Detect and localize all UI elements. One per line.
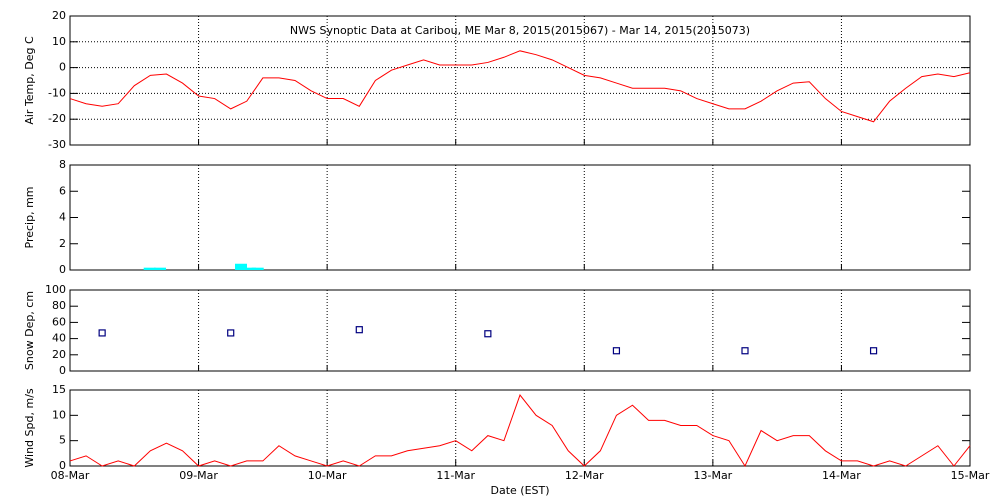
y-axis-label: Snow Dep, cm	[23, 291, 36, 370]
y-tick-label: 15	[52, 383, 66, 396]
data-line	[69, 394, 971, 468]
y-tick-label: 100	[45, 283, 66, 296]
data-point	[355, 326, 363, 334]
precip-bar	[235, 263, 247, 270]
y-tick-label: 20	[52, 348, 66, 361]
data-point	[484, 330, 492, 338]
y-tick-label: 10	[52, 408, 66, 421]
y-axis-label: Wind Spd, m/s	[23, 388, 36, 468]
x-tick-label: 09-Mar	[179, 469, 218, 482]
y-tick-label: -30	[48, 138, 66, 151]
x-tick-label: 14-Mar	[822, 469, 861, 482]
x-tick-label: 08-Mar	[51, 469, 90, 482]
x-tick-label: 12-Mar	[565, 469, 604, 482]
y-tick-label: 2	[59, 237, 66, 250]
y-tick-label: 0	[59, 61, 66, 74]
y-axis-label: Air Temp, Deg C	[23, 36, 36, 125]
y-tick-label: 5	[59, 434, 66, 447]
precip-bar	[143, 267, 156, 270]
plot-frame	[69, 164, 971, 271]
x-tick-label: 10-Mar	[308, 469, 347, 482]
data-point	[612, 347, 621, 355]
precip-bar	[251, 267, 264, 270]
data-line	[69, 50, 971, 123]
y-tick-label: -10	[48, 86, 66, 99]
y-tick-label: 4	[59, 211, 66, 224]
y-tick-label: -20	[48, 112, 66, 125]
y-tick-label: 8	[59, 158, 66, 171]
plot-frame	[69, 389, 971, 467]
x-tick-label: 15-Mar	[951, 469, 990, 482]
y-tick-label: 0	[59, 364, 66, 377]
y-tick-label: 60	[52, 315, 66, 328]
data-point	[741, 347, 749, 355]
y-axis-label: Precip, mm	[23, 187, 36, 249]
y-tick-label: 0	[59, 459, 66, 472]
x-tick-label: 11-Mar	[436, 469, 475, 482]
y-tick-label: 0	[59, 263, 66, 276]
data-point	[98, 329, 106, 337]
x-tick-label: 13-Mar	[693, 469, 732, 482]
data-point	[869, 347, 878, 355]
precip-bar	[244, 267, 256, 270]
y-tick-label: 40	[52, 332, 66, 345]
x-axis-label: Date (EST)	[490, 484, 549, 497]
chart-title: NWS Synoptic Data at Caribou, ME Mar 8, …	[290, 24, 750, 37]
y-tick-label: 80	[52, 299, 66, 312]
plot-frame	[69, 289, 971, 372]
precip-bar	[154, 267, 166, 270]
y-tick-label: 10	[52, 35, 66, 48]
y-tick-label: 20	[52, 9, 66, 22]
data-point	[227, 329, 235, 337]
y-tick-label: 6	[59, 184, 66, 197]
